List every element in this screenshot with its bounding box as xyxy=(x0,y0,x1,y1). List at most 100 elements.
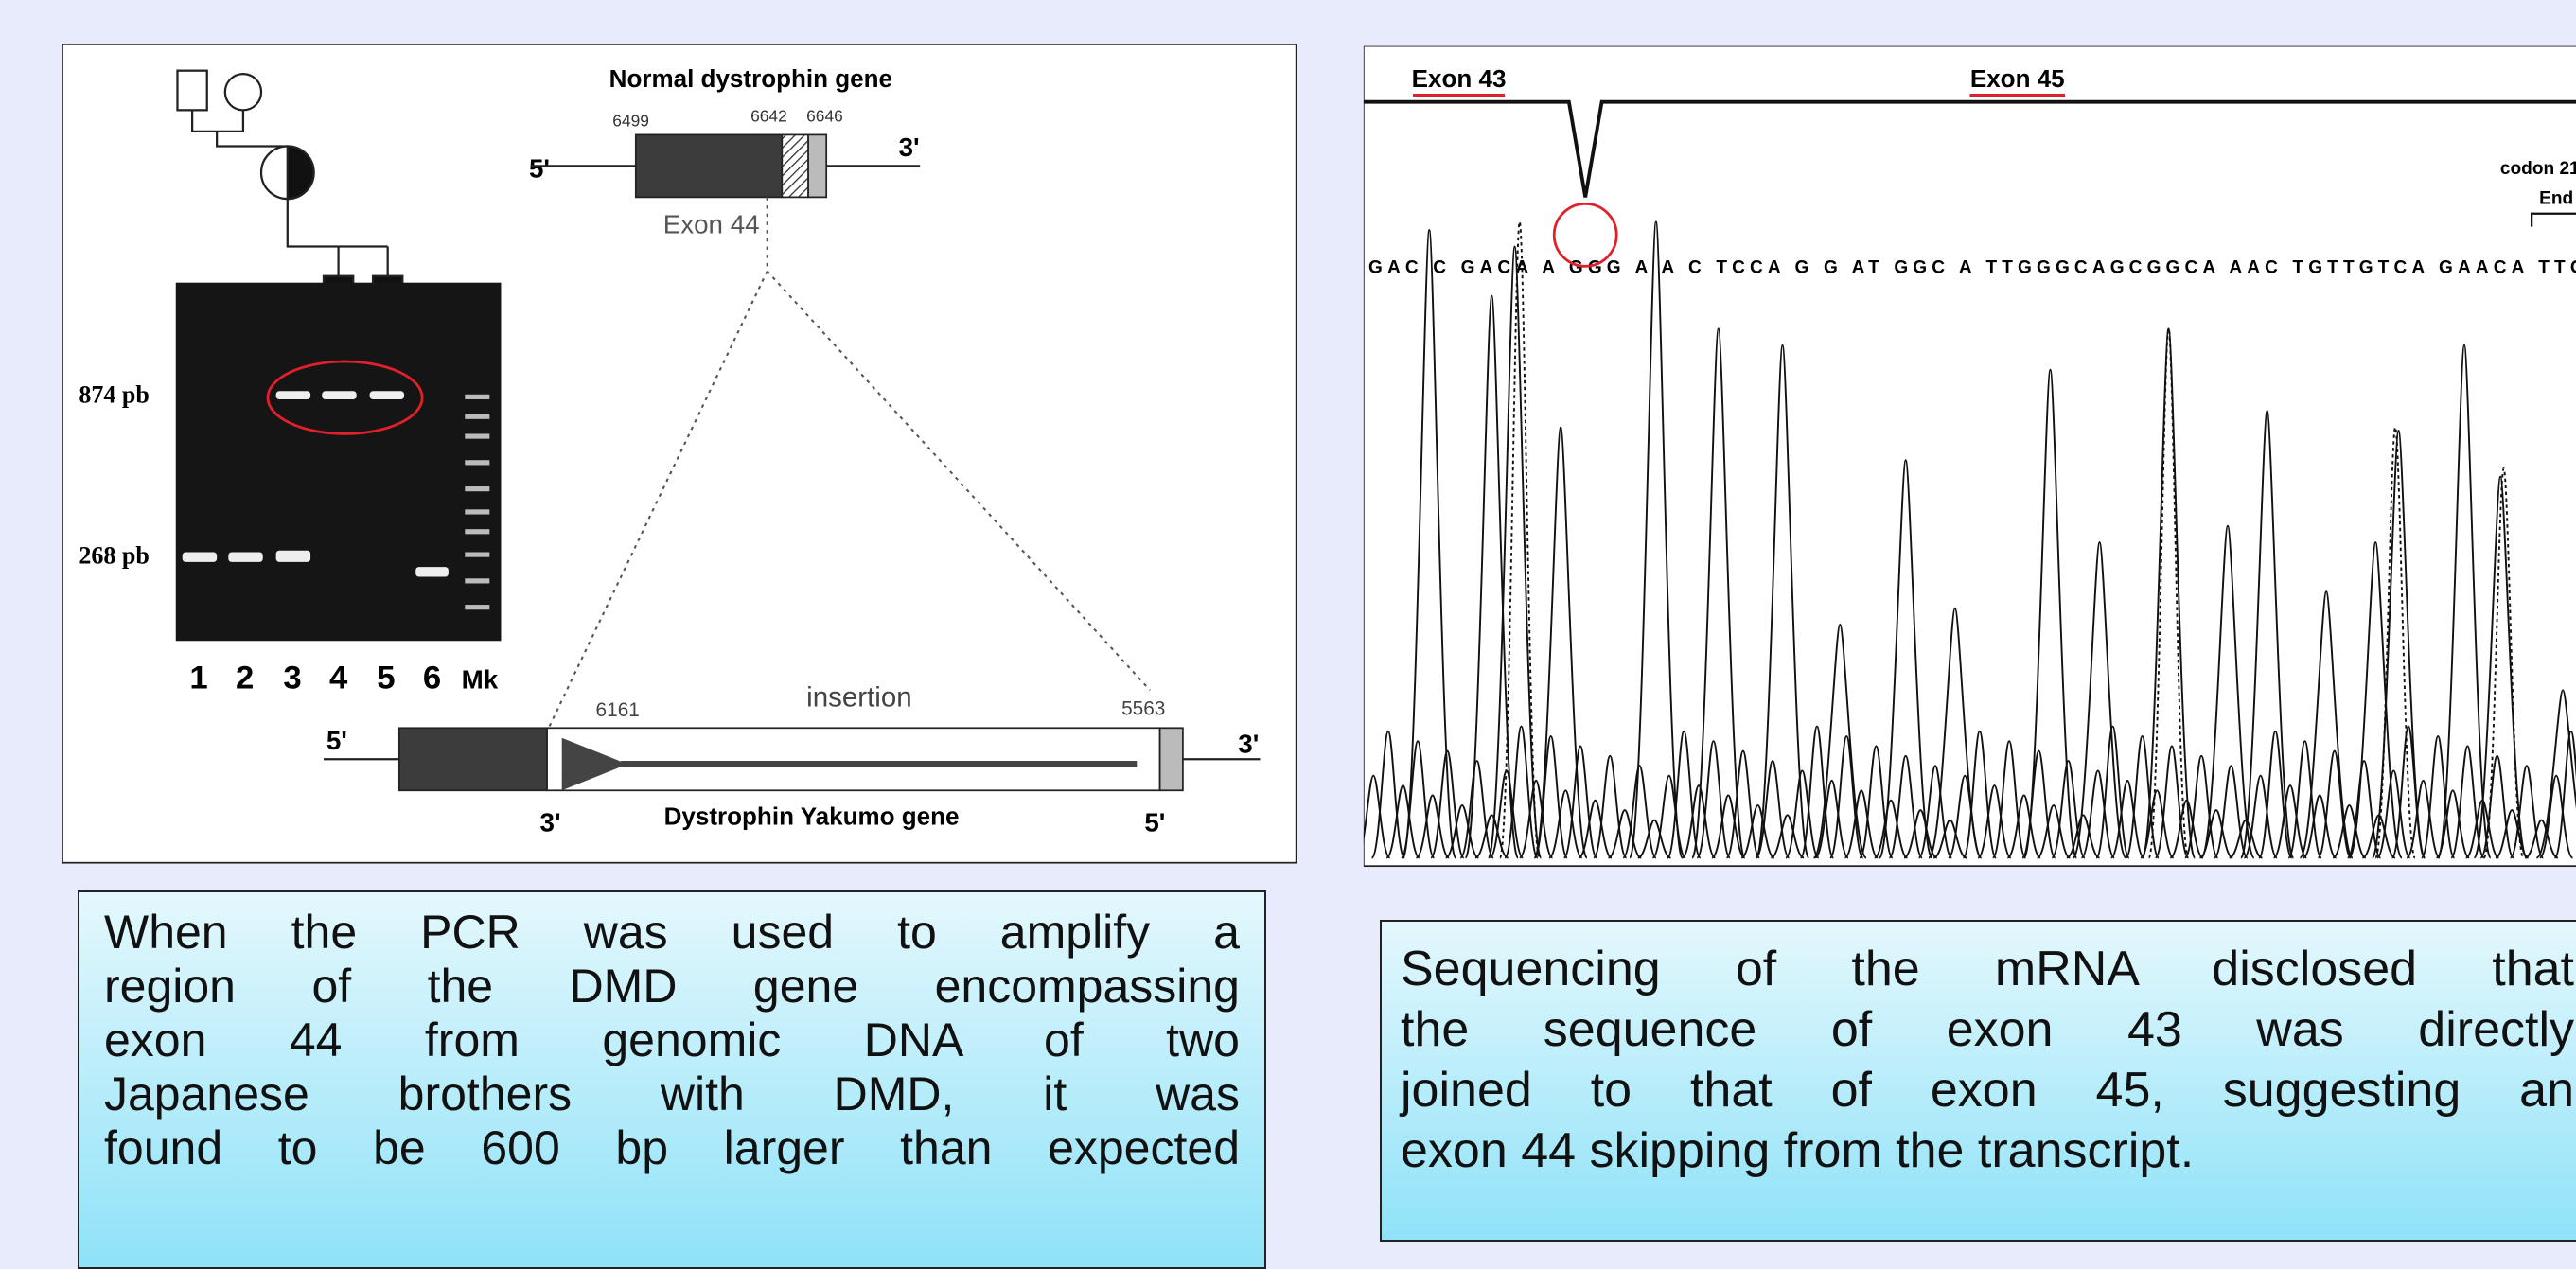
trace-peak xyxy=(1548,789,1583,859)
band-label: 874 pb xyxy=(79,380,150,408)
codon-label: codon 21 xyxy=(2500,159,2576,179)
trace-peak xyxy=(1696,740,1731,859)
trace-peak xyxy=(1770,814,1805,859)
insertion-label: insertion xyxy=(806,682,911,714)
lane-label: 5 xyxy=(377,661,395,696)
trace-peak xyxy=(1917,765,1953,859)
trace-peak xyxy=(1799,725,1835,859)
trace-peak xyxy=(1533,426,1588,859)
trace-peak xyxy=(2154,745,2190,859)
trace-peak xyxy=(1499,220,1541,859)
left-caption: When the PCR was used to amplify a regio… xyxy=(78,890,1266,1269)
trace-peak xyxy=(1459,760,1494,859)
trace-peak xyxy=(1608,809,1642,859)
trace-peak xyxy=(2317,749,2353,859)
trace-peak xyxy=(2437,344,2492,859)
yakumo-gene: insertion 6161 5563 5' 3' 3' 5' Dystroph… xyxy=(323,682,1261,837)
trace-peak xyxy=(1504,725,1539,859)
trace-peak xyxy=(2006,794,2042,859)
trace-peak xyxy=(1710,794,1746,859)
right-caption: Sequencing of the mRNA disclosed that th… xyxy=(1380,920,2576,1242)
caption-line: exon 44 skipping from the transcript. xyxy=(1401,1123,2195,1178)
page: 874 pb 268 pb 1 2 3 4 5 6 Mk Normal dyst… xyxy=(62,44,2576,1269)
trace-peak xyxy=(2450,745,2485,859)
trace-peak xyxy=(1814,779,1849,859)
trace-peak xyxy=(1445,803,1479,859)
trace-peak xyxy=(1785,769,1820,859)
trace-peak xyxy=(2553,730,2576,859)
caption-line: exon 44 from genomic DNA of two xyxy=(104,1013,1240,1066)
trace-peak xyxy=(2272,784,2308,859)
trace-peak xyxy=(2509,765,2545,859)
caption-line: the sequence of exon 43 was directly xyxy=(1401,1002,2574,1057)
trace-peak xyxy=(1578,799,1613,859)
right-figure: Exon 43 Exon 45 codon 21 End GAC C GACA … xyxy=(1363,45,2576,868)
trace-peak xyxy=(2140,789,2175,859)
trace-peak xyxy=(1562,745,1598,859)
end-label: End xyxy=(2539,188,2573,208)
trace-peak xyxy=(2095,725,2130,859)
lane-label: Mk xyxy=(462,665,499,695)
trace-peak xyxy=(1402,229,1456,859)
trace-peak xyxy=(2371,430,2426,859)
position-label: 6642 xyxy=(750,107,787,126)
caption-line: joined to that of exon 45, suggesting an xyxy=(1401,1063,2574,1118)
trace-peak xyxy=(2524,819,2559,859)
splice-line xyxy=(1363,99,2576,198)
trace-peak xyxy=(1691,327,1746,859)
trace-peak xyxy=(1622,765,1657,859)
caption-line: region of the DMD gene encompassing xyxy=(104,960,1240,1013)
trace-peak xyxy=(1962,730,1998,859)
end-label: 3' xyxy=(1238,729,1259,758)
trace-peak xyxy=(1991,740,2027,859)
trace-peak xyxy=(1873,799,1909,859)
trace-peak xyxy=(1464,294,1519,859)
trace-peak xyxy=(1879,459,1933,859)
lane-label: 2 xyxy=(236,661,254,696)
trace-peak xyxy=(1385,784,1420,859)
end-label: 5' xyxy=(529,154,550,184)
exon-label: Exon 45 xyxy=(1970,64,2065,93)
trace-peak xyxy=(1740,803,1775,859)
trace-peak xyxy=(2420,735,2456,859)
exon-label: Exon 44 xyxy=(663,210,760,239)
trace-peak xyxy=(2346,760,2382,859)
trace-peak xyxy=(1681,784,1717,859)
chromatogram xyxy=(1363,220,2576,859)
trace-peak xyxy=(2495,809,2530,859)
trace-peak xyxy=(2435,789,2471,859)
trace-peak xyxy=(1932,819,1967,859)
position-label: 6161 xyxy=(596,699,640,721)
trace-peak xyxy=(1370,730,1406,859)
trace-peak xyxy=(2066,814,2101,859)
trace-peak xyxy=(1812,623,1867,859)
trace-peak xyxy=(1592,754,1628,859)
trace-peak xyxy=(1629,220,1684,859)
trace-peak xyxy=(2473,475,2528,859)
trace-peak xyxy=(2022,368,2078,859)
gene-title: Dystrophin Yakumo gene xyxy=(664,802,960,831)
trace-peak xyxy=(2406,779,2441,859)
trace-peak xyxy=(2239,410,2295,859)
caption-line: When the PCR was used to amplify a xyxy=(104,906,1240,959)
trace-peak xyxy=(1755,344,1810,859)
trace-peak xyxy=(2302,794,2338,859)
trace-peak xyxy=(2109,779,2145,859)
caption-line: found to be 600 bp larger than expected xyxy=(104,1121,1240,1174)
trace-peak xyxy=(2287,740,2322,859)
trace-peak xyxy=(2072,541,2127,859)
figures: 874 pb 268 pb 1 2 3 4 5 6 Mk Normal dyst… xyxy=(62,44,2576,868)
position-label: 6646 xyxy=(806,107,843,126)
caption-body: Sequencing of the mRNA disclosed that th… xyxy=(1401,939,2574,1181)
trace-peak xyxy=(1755,760,1791,859)
trace-peak xyxy=(2299,590,2354,859)
caption-line: Japanese brothers with DMD, it was xyxy=(104,1067,1240,1120)
trace-peak xyxy=(1430,749,1465,859)
trace-peak xyxy=(2479,754,2514,859)
trace-peak xyxy=(2243,774,2278,859)
trace-peak xyxy=(2214,765,2249,859)
trace-peak xyxy=(1651,774,1687,859)
lane-label: 4 xyxy=(329,661,348,696)
trace-peak xyxy=(1903,809,1938,859)
trace-peak xyxy=(2037,803,2071,859)
